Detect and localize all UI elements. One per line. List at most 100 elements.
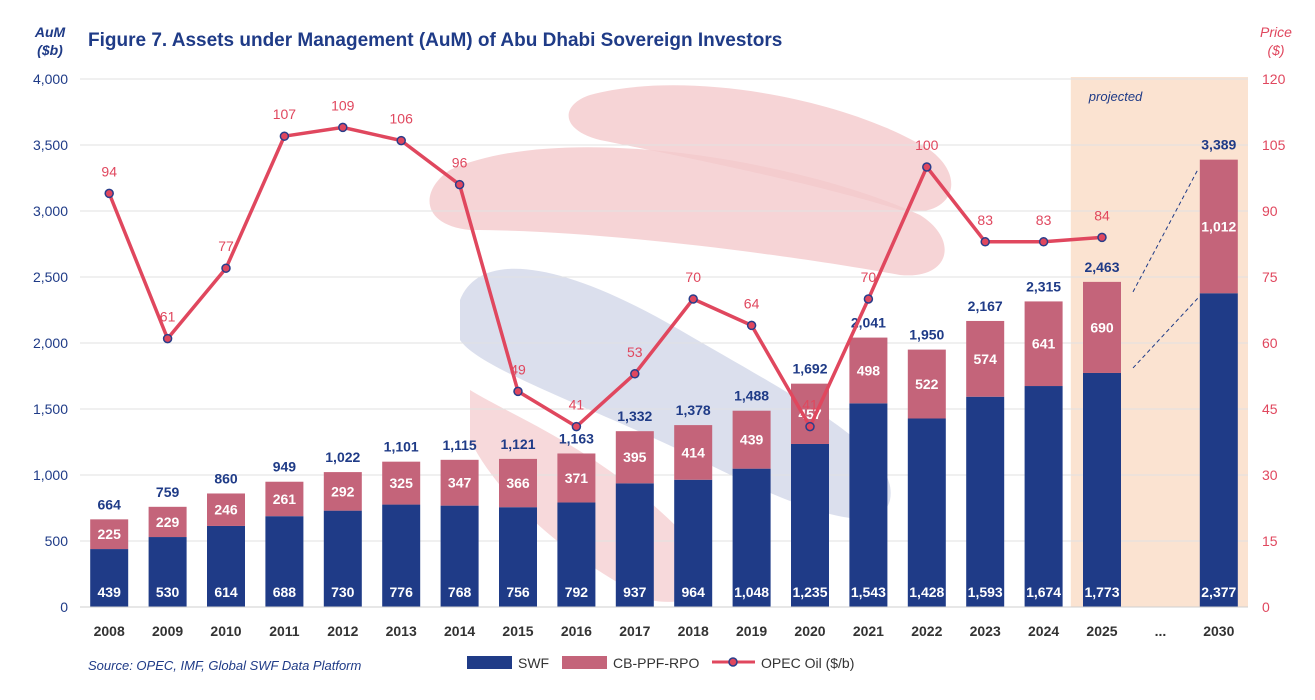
bar-label-total: 1,378 — [676, 402, 711, 418]
oil-point — [980, 237, 990, 247]
bar-swf — [207, 525, 245, 607]
bar-label-total: 1,332 — [617, 408, 652, 424]
bar-label-swf: 792 — [565, 584, 589, 600]
x-tick-label: 2013 — [386, 623, 417, 639]
bar-label-swf: 1,773 — [1084, 584, 1119, 600]
bar-swf — [732, 468, 771, 607]
legend-swatch-cb — [562, 656, 607, 669]
bar-swf — [791, 443, 829, 607]
bar-cb-ppf-rpo — [615, 431, 654, 484]
bar-swf — [323, 510, 362, 607]
bar-label-cb: 261 — [273, 491, 297, 507]
bar-label-cb: 229 — [156, 514, 180, 530]
x-tick-label: 2019 — [736, 623, 767, 639]
oil-label: 83 — [977, 212, 993, 228]
x-tick-label: 2030 — [1203, 623, 1234, 639]
bar-swf — [615, 483, 654, 607]
y-tick-left: 3,000 — [33, 203, 68, 219]
x-tick-label: 2018 — [678, 623, 709, 639]
oil-label: 61 — [160, 309, 176, 325]
x-tick-label: 2016 — [561, 623, 592, 639]
y-tick-right: 15 — [1262, 533, 1278, 549]
oil-point — [805, 421, 815, 432]
oil-point — [746, 320, 757, 331]
y-tick-right: 30 — [1262, 467, 1278, 483]
y-tick-right: 0 — [1262, 599, 1270, 615]
bar-cb-ppf-rpo — [557, 453, 596, 503]
bar-label-total: 759 — [156, 484, 180, 500]
bar-swf — [966, 396, 1005, 607]
x-tick-label: 2012 — [327, 623, 358, 639]
bar-label-cb: 439 — [740, 432, 764, 448]
bar-swf — [849, 403, 888, 607]
y-tick-left: 1,000 — [33, 467, 68, 483]
bar-label-total: 2,315 — [1026, 278, 1061, 294]
y-tick-right: 45 — [1262, 401, 1278, 417]
oil-line — [107, 125, 1103, 429]
oil-line-series: 94 61 77 107 109 106 96 49 41 53 70 64 41 70 100 83 83 84 — [101, 97, 1110, 432]
x-tick-label: 2009 — [152, 623, 183, 639]
bar-label-cb: 292 — [331, 483, 355, 499]
bar-label-cb: 347 — [448, 475, 472, 491]
bar-label-swf: 756 — [506, 584, 530, 600]
legend: SWF CB-PPF-RPO OPEC Oil ($/b) — [467, 655, 854, 671]
oil-label: 94 — [101, 163, 117, 179]
oil-point — [630, 369, 640, 379]
bar-swf — [1024, 386, 1063, 607]
x-tick-label: 2024 — [1028, 623, 1059, 639]
y-tick-left: 2,500 — [33, 269, 68, 285]
bar-cb-ppf-rpo — [1083, 281, 1121, 373]
bar-label-cb: 225 — [98, 526, 122, 542]
bar-swf — [557, 502, 596, 607]
bar-label-cb: 246 — [214, 502, 238, 518]
bar-label-swf: 964 — [682, 584, 706, 600]
bar-cb-ppf-rpo — [90, 519, 129, 550]
x-tick-label: 2008 — [94, 623, 125, 639]
bar-label-total: 1,163 — [559, 430, 594, 446]
bar-label-cb: 1,012 — [1201, 218, 1236, 234]
oil-point — [162, 333, 173, 344]
y-tick-left: 3,500 — [33, 137, 68, 153]
y-tick-left: 500 — [45, 533, 69, 549]
legend-label-oil: OPEC Oil ($/b) — [761, 655, 854, 671]
bar-swf — [440, 505, 479, 607]
bar-label-swf: 1,428 — [909, 584, 944, 600]
oil-label: 83 — [1036, 212, 1052, 228]
oil-point — [688, 294, 698, 304]
source-note: Source: OPEC, IMF, Global SWF Data Platf… — [88, 658, 362, 673]
oil-label: 100 — [915, 137, 939, 153]
bar-label-swf: 1,235 — [792, 584, 827, 600]
bar-label-total: 2,463 — [1084, 259, 1119, 275]
oil-label: 70 — [685, 269, 701, 285]
x-tick-label: 2025 — [1086, 623, 1117, 639]
bar-cb-ppf-rpo — [674, 425, 713, 480]
bar-label-total: 1,121 — [500, 436, 535, 452]
oil-label: 96 — [452, 155, 468, 171]
watermark-shape — [460, 268, 891, 519]
oil-point — [1038, 237, 1049, 247]
bar-label-cb: 414 — [682, 444, 706, 460]
oil-point — [221, 263, 231, 273]
bar-label-cb: 574 — [974, 351, 998, 367]
bar-cb-ppf-rpo — [732, 410, 771, 469]
y-tick-left: 1,500 — [33, 401, 68, 417]
bar-label-swf: 439 — [98, 584, 122, 600]
x-tick-label: 2017 — [619, 623, 650, 639]
bar-label-cb: 371 — [565, 470, 589, 486]
legend-label-cb: CB-PPF-RPO — [613, 655, 699, 671]
bar-label-cb: 325 — [390, 475, 414, 491]
y-tick-left: 0 — [60, 599, 68, 615]
bar-label-swf: 2,377 — [1201, 584, 1236, 600]
oil-label: 77 — [218, 238, 234, 254]
bar-label-cb: 395 — [623, 449, 647, 465]
oil-label: 53 — [627, 344, 643, 360]
y-tick-left: 2,000 — [33, 335, 68, 351]
bar-label-total: 1,101 — [384, 439, 419, 455]
oil-label: 64 — [744, 295, 760, 311]
oil-point — [571, 421, 582, 432]
bar-label-cb: 522 — [915, 376, 939, 392]
bar-cb-ppf-rpo — [207, 493, 245, 526]
bar-label-swf: 768 — [448, 584, 472, 600]
oil-point — [454, 179, 465, 190]
